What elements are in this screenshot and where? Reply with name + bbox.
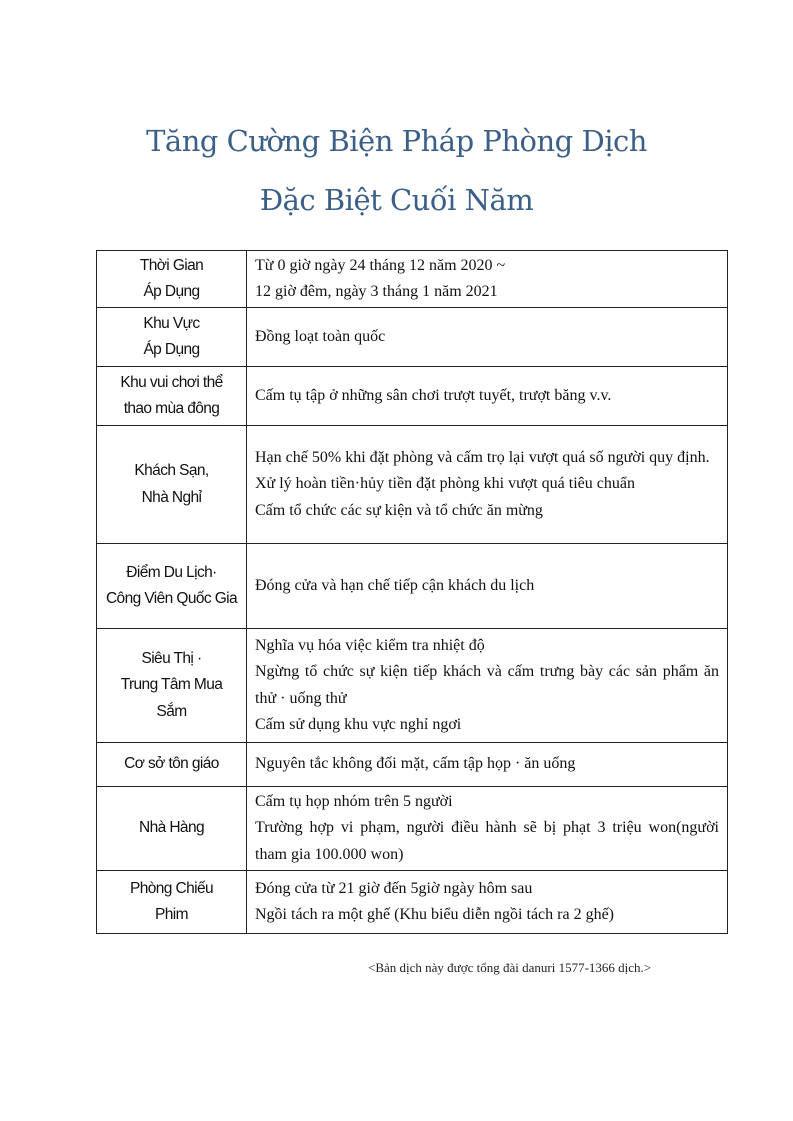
table-row: Điểm Du Lịch· Công Viên Quốc Gia Đóng cửa … [96, 543, 728, 629]
table-row: Phòng Chiếu Phim Đóng cửa từ 21 giờ đến 5g… [96, 870, 728, 934]
translation-footnote: <Bản dịch này được tổng đài danuri 1577-… [368, 960, 652, 975]
table-row: Nhà Hàng Cấm tụ họp nhóm trên 5 người Trườ… [96, 786, 728, 871]
table-row: Khách Sạn, Nhà Nghỉ Hạn chế 50% khi đặt ph… [96, 425, 728, 544]
row-label-line: thao mùa đông [123, 400, 220, 417]
row-content-line: Đồng loạt toàn quốc [255, 327, 386, 345]
row-label-line: Thời Gian [139, 256, 204, 274]
row-content-line: Ngừng tổ chức sự kiện tiếp khách và cấm … [255, 663, 719, 707]
row-label: Phòng Chiếu Phim [96, 870, 247, 934]
title-line-2: Đặc Biệt Cuối Năm [259, 183, 534, 217]
row-label-line: Khách Sạn, [134, 462, 209, 479]
row-content: Hạn chế 50% khi đặt phòng và cấm trọ lại… [246, 425, 728, 544]
row-label-line: Áp Dụng [143, 283, 200, 300]
table-row: Thời Gian Áp Dụng Từ 0 giờ ngày 24 tháng 1… [96, 250, 728, 308]
row-content-line: Từ 0 giờ ngày 24 tháng 12 năm 2020 ~ [255, 256, 506, 274]
row-label-line: Công Viên Quốc Gia [105, 590, 238, 607]
row-label-line: Cơ sở tôn giáo [124, 755, 219, 773]
row-label: Siêu Thị · Trung Tâm Mua Sắm [96, 628, 247, 743]
row-content-line: Hạn chế 50% khi đặt phòng và cấm trọ lại… [255, 448, 710, 466]
row-label-line: Phim [155, 906, 189, 923]
row-label-line: Nhà Nghỉ [141, 488, 202, 506]
row-content: Nguyên tắc không đối mặt, cấm tập họp · … [246, 742, 728, 787]
row-label: Khách Sạn, Nhà Nghỉ [96, 425, 247, 544]
row-content: Đóng cửa từ 21 giờ đến 5giờ ngày hôm sau… [246, 870, 728, 934]
row-content: Đóng cửa và hạn chế tiếp cận khách du lị… [246, 543, 728, 629]
row-content: Cấm tụ họp nhóm trên 5 người Trường hợp v… [246, 786, 728, 871]
row-label: Khu Vực Áp Dụng [96, 307, 247, 367]
row-label: Thời Gian Áp Dụng [96, 250, 247, 308]
row-content-line: Đóng cửa từ 21 giờ đến 5giờ ngày hôm sau [255, 879, 533, 897]
row-content: Cấm tụ tập ở những sân chơi trượt tuyết,… [246, 366, 728, 426]
row-content-line: Đóng cửa và hạn chế tiếp cận khách du lị… [255, 576, 535, 594]
row-label-line: Điểm Du Lịch· [126, 563, 217, 581]
row-content: Đồng loạt toàn quốc [246, 307, 728, 367]
row-content-line: Ngồi tách ra một ghế (Khu biểu diễn ngồi… [255, 906, 614, 923]
table-row: Cơ sở tôn giáo Nguyên tắc không đối mặt, … [96, 742, 728, 787]
row-label: Nhà Hàng [96, 786, 247, 871]
row-content-line: Nghĩa vụ hóa việc kiểm tra nhiệt độ [255, 636, 485, 654]
row-label-line: Khu vui chơi thể [120, 373, 223, 391]
table-row: Siêu Thị · Trung Tâm Mua Sắm Nghĩa vụ hóa … [96, 628, 728, 743]
row-content-line: 12 giờ đêm, ngày 3 tháng 1 năm 2021 [255, 283, 498, 300]
row-content: Nghĩa vụ hóa việc kiểm tra nhiệt độ Ngừng… [246, 628, 728, 743]
title-line-1: Tăng Cường Biện Pháp Phòng Dịch [146, 124, 647, 158]
row-content-line: Xử lý hoàn tiền·hủy tiền đặt phòng khi v… [255, 475, 635, 493]
row-label-line: Nhà Hàng [139, 819, 205, 837]
row-label: Điểm Du Lịch· Công Viên Quốc Gia [96, 543, 247, 629]
row-content-line: Nguyên tắc không đối mặt, cấm tập họp · … [255, 755, 576, 773]
row-content-line: Cấm sử dụng khu vực nghỉ ngơi [255, 716, 462, 733]
row-content-line: Cấm tổ chức các sự kiện và tổ chức ăn mừ… [255, 501, 543, 519]
row-label-line: Trung Tâm Mua Sắm [120, 676, 223, 720]
row-label-line: Khu Vực [143, 314, 200, 332]
table-row: Khu Vực Áp Dụng Đồng loạt toàn quốc [96, 307, 728, 367]
measures-table: Thời Gian Áp Dụng Từ 0 giờ ngày 24 tháng 1… [96, 250, 728, 934]
row-content-line: Cấm tụ tập ở những sân chơi trượt tuyết,… [255, 386, 612, 404]
row-label: Cơ sở tôn giáo [96, 742, 247, 787]
row-content-line: Cấm tụ họp nhóm trên 5 người [255, 792, 453, 810]
row-content: Từ 0 giờ ngày 24 tháng 12 năm 2020 ~ 12 g… [246, 250, 728, 308]
row-content-line: Trường hợp vi phạm, người điều hành sẽ b… [255, 819, 719, 863]
row-label-line: Siêu Thị · [141, 649, 202, 667]
row-label: Khu vui chơi thể thao mùa đông [96, 366, 247, 426]
row-label-line: Phòng Chiếu [129, 879, 214, 897]
table-row: Khu vui chơi thể thao mùa đông Cấm tụ tập … [96, 366, 728, 426]
row-label-line: Áp Dụng [143, 341, 200, 358]
